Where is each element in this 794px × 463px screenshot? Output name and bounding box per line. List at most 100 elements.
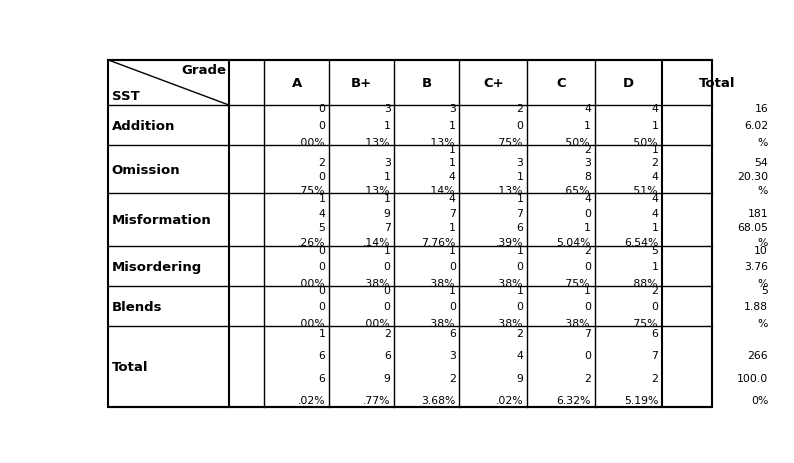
Text: 4: 4	[516, 350, 523, 360]
Text: 0: 0	[318, 285, 326, 295]
Text: 4: 4	[318, 208, 326, 218]
Text: .00%: .00%	[363, 319, 391, 328]
Text: 3: 3	[516, 158, 523, 168]
Text: 4: 4	[652, 208, 658, 218]
Text: 1: 1	[449, 245, 456, 255]
Text: 0: 0	[449, 262, 456, 272]
Text: %: %	[757, 185, 768, 195]
Text: SST: SST	[111, 90, 139, 103]
Text: %: %	[757, 279, 768, 288]
Text: 7.76%: 7.76%	[422, 238, 456, 248]
Text: C+: C+	[483, 77, 503, 90]
Text: 5: 5	[318, 223, 326, 233]
Text: 4: 4	[584, 193, 591, 203]
Text: 6: 6	[318, 350, 326, 360]
Text: .02%: .02%	[298, 395, 326, 405]
Text: .75%: .75%	[631, 319, 658, 328]
Text: 3.76: 3.76	[744, 262, 768, 272]
Text: 1: 1	[384, 193, 391, 203]
Text: .38%: .38%	[563, 319, 591, 328]
Text: 1: 1	[516, 193, 523, 203]
Text: 6.02: 6.02	[744, 121, 768, 131]
Text: .65%: .65%	[563, 185, 591, 195]
Text: 1: 1	[384, 172, 391, 181]
Text: 9: 9	[384, 373, 391, 383]
Text: 2: 2	[652, 285, 658, 295]
Text: 1: 1	[318, 328, 326, 338]
Text: 266: 266	[747, 350, 768, 360]
Text: .38%: .38%	[495, 319, 523, 328]
Text: 2: 2	[652, 373, 658, 383]
Text: 3: 3	[449, 104, 456, 114]
Text: .26%: .26%	[298, 238, 326, 248]
Text: 9: 9	[516, 373, 523, 383]
Text: 0: 0	[384, 301, 391, 312]
Text: .77%: .77%	[363, 395, 391, 405]
Text: 0: 0	[318, 262, 326, 272]
Text: 5: 5	[652, 245, 658, 255]
Text: .38%: .38%	[428, 319, 456, 328]
Text: 2: 2	[449, 373, 456, 383]
Text: 1: 1	[652, 223, 658, 233]
Text: Omission: Omission	[111, 163, 180, 176]
Text: 1: 1	[318, 193, 326, 203]
Text: 2: 2	[584, 245, 591, 255]
Text: 5.04%: 5.04%	[557, 238, 591, 248]
Text: 1: 1	[449, 158, 456, 168]
Text: 7: 7	[449, 208, 456, 218]
Text: 6.32%: 6.32%	[557, 395, 591, 405]
Text: 2: 2	[384, 328, 391, 338]
Text: 0: 0	[584, 350, 591, 360]
Text: 8: 8	[584, 172, 591, 181]
Text: 4: 4	[449, 193, 456, 203]
Text: 6: 6	[449, 328, 456, 338]
Text: 0: 0	[449, 301, 456, 312]
Text: 1: 1	[384, 245, 391, 255]
Text: 0: 0	[516, 301, 523, 312]
Text: 16: 16	[754, 104, 768, 114]
Text: 2: 2	[584, 373, 591, 383]
Text: 3: 3	[384, 104, 391, 114]
Text: 0: 0	[384, 285, 391, 295]
Text: 1: 1	[449, 121, 456, 131]
Text: 0: 0	[516, 121, 523, 131]
Text: 3.68%: 3.68%	[422, 395, 456, 405]
Text: .13%: .13%	[428, 138, 456, 147]
Text: 1: 1	[516, 245, 523, 255]
Text: Misordering: Misordering	[111, 260, 202, 273]
Text: %: %	[757, 319, 768, 328]
Text: 5: 5	[761, 285, 768, 295]
Text: .75%: .75%	[495, 138, 523, 147]
Text: .50%: .50%	[630, 138, 658, 147]
Text: 1: 1	[449, 144, 456, 155]
Text: 1: 1	[584, 223, 591, 233]
Text: .75%: .75%	[563, 279, 591, 288]
Text: Misformation: Misformation	[111, 214, 211, 227]
Text: 3: 3	[584, 158, 591, 168]
Text: 4: 4	[652, 172, 658, 181]
Text: 2: 2	[318, 158, 326, 168]
Text: Grade: Grade	[182, 64, 226, 77]
Text: 4: 4	[584, 104, 591, 114]
Text: 2: 2	[584, 144, 591, 155]
Text: 1: 1	[584, 285, 591, 295]
Text: 6.54%: 6.54%	[624, 238, 658, 248]
Text: 6: 6	[516, 223, 523, 233]
Text: 5.19%: 5.19%	[624, 395, 658, 405]
Text: 0: 0	[318, 301, 326, 312]
Text: 1: 1	[449, 223, 456, 233]
Text: 6: 6	[652, 328, 658, 338]
Text: 7: 7	[584, 328, 591, 338]
Text: 1: 1	[652, 262, 658, 272]
Text: D: D	[622, 77, 634, 90]
Text: .38%: .38%	[495, 279, 523, 288]
Text: .39%: .39%	[495, 238, 523, 248]
Text: .14%: .14%	[363, 238, 391, 248]
Text: B: B	[422, 77, 432, 90]
Text: 1: 1	[652, 121, 658, 131]
Text: 0: 0	[651, 301, 658, 312]
Text: 4: 4	[652, 104, 658, 114]
Text: C: C	[556, 77, 565, 90]
Text: 0%: 0%	[751, 395, 768, 405]
Text: 7: 7	[516, 208, 523, 218]
